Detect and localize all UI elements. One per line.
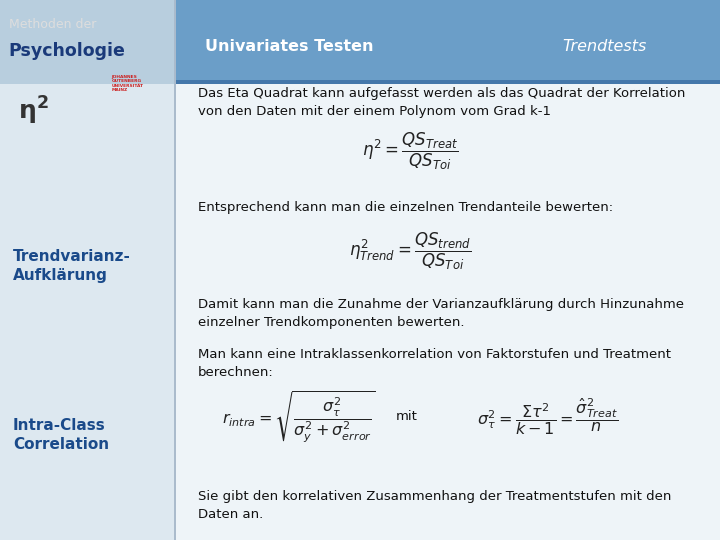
Text: JOHANNES
GUTENBERG
UNIVERSITÄT
MAINZ: JOHANNES GUTENBERG UNIVERSITÄT MAINZ: [112, 75, 143, 92]
Text: Sie gibt den korrelativen Zusammenhang der Treatmentstufen mit den
Daten an.: Sie gibt den korrelativen Zusammenhang d…: [198, 490, 671, 521]
Text: Methoden der: Methoden der: [9, 18, 96, 31]
Text: Intra-Class
Correlation: Intra-Class Correlation: [13, 417, 109, 452]
Text: Trendtests: Trendtests: [562, 38, 647, 53]
Bar: [176, 84, 720, 540]
Bar: [0, 0, 176, 84]
Text: Trendvarianz-
Aufklärung: Trendvarianz- Aufklärung: [13, 248, 131, 283]
Bar: [176, 0, 720, 84]
Text: Das Eta Quadrat kann aufgefasst werden als das Quadrat der Korrelation
von den D: Das Eta Quadrat kann aufgefasst werden a…: [198, 87, 685, 118]
Text: $\mathbf{\eta^2}$: $\mathbf{\eta^2}$: [18, 94, 49, 127]
Text: $\eta^2 = \dfrac{QS_{Treat}}{QS_{Toi}}$: $\eta^2 = \dfrac{QS_{Treat}}{QS_{Toi}}$: [362, 131, 459, 172]
Bar: [0, 84, 176, 540]
Text: Univariates Testen: Univariates Testen: [205, 38, 374, 53]
Text: $\eta^2_{Trend} = \dfrac{QS_{trend}}{QS_{Toi}}$: $\eta^2_{Trend} = \dfrac{QS_{trend}}{QS_…: [349, 231, 472, 272]
Text: $r_{intra} = \sqrt{\dfrac{\sigma_\tau^2}{\sigma_y^2 + \sigma_{error}^2}}$: $r_{intra} = \sqrt{\dfrac{\sigma_\tau^2}…: [222, 389, 376, 444]
Text: Psychologie: Psychologie: [9, 42, 125, 60]
Text: Man kann eine Intraklassenkorrelation von Faktorstufen und Treatment
berechnen:: Man kann eine Intraklassenkorrelation vo…: [198, 348, 671, 379]
Bar: [176, 80, 720, 84]
Text: $\sigma_\tau^2 = \dfrac{\Sigma\tau^2}{k-1} = \dfrac{\hat{\sigma}^2_{Treat}}{n}$: $\sigma_\tau^2 = \dfrac{\Sigma\tau^2}{k-…: [477, 396, 618, 437]
Bar: [174, 0, 176, 540]
Text: Entsprechend kann man die einzelnen Trendanteile bewerten:: Entsprechend kann man die einzelnen Tren…: [198, 201, 613, 214]
Text: Damit kann man die Zunahme der Varianzaufklärung durch Hinzunahme
einzelner Tren: Damit kann man die Zunahme der Varianzau…: [198, 298, 684, 328]
Text: mit: mit: [396, 410, 418, 423]
